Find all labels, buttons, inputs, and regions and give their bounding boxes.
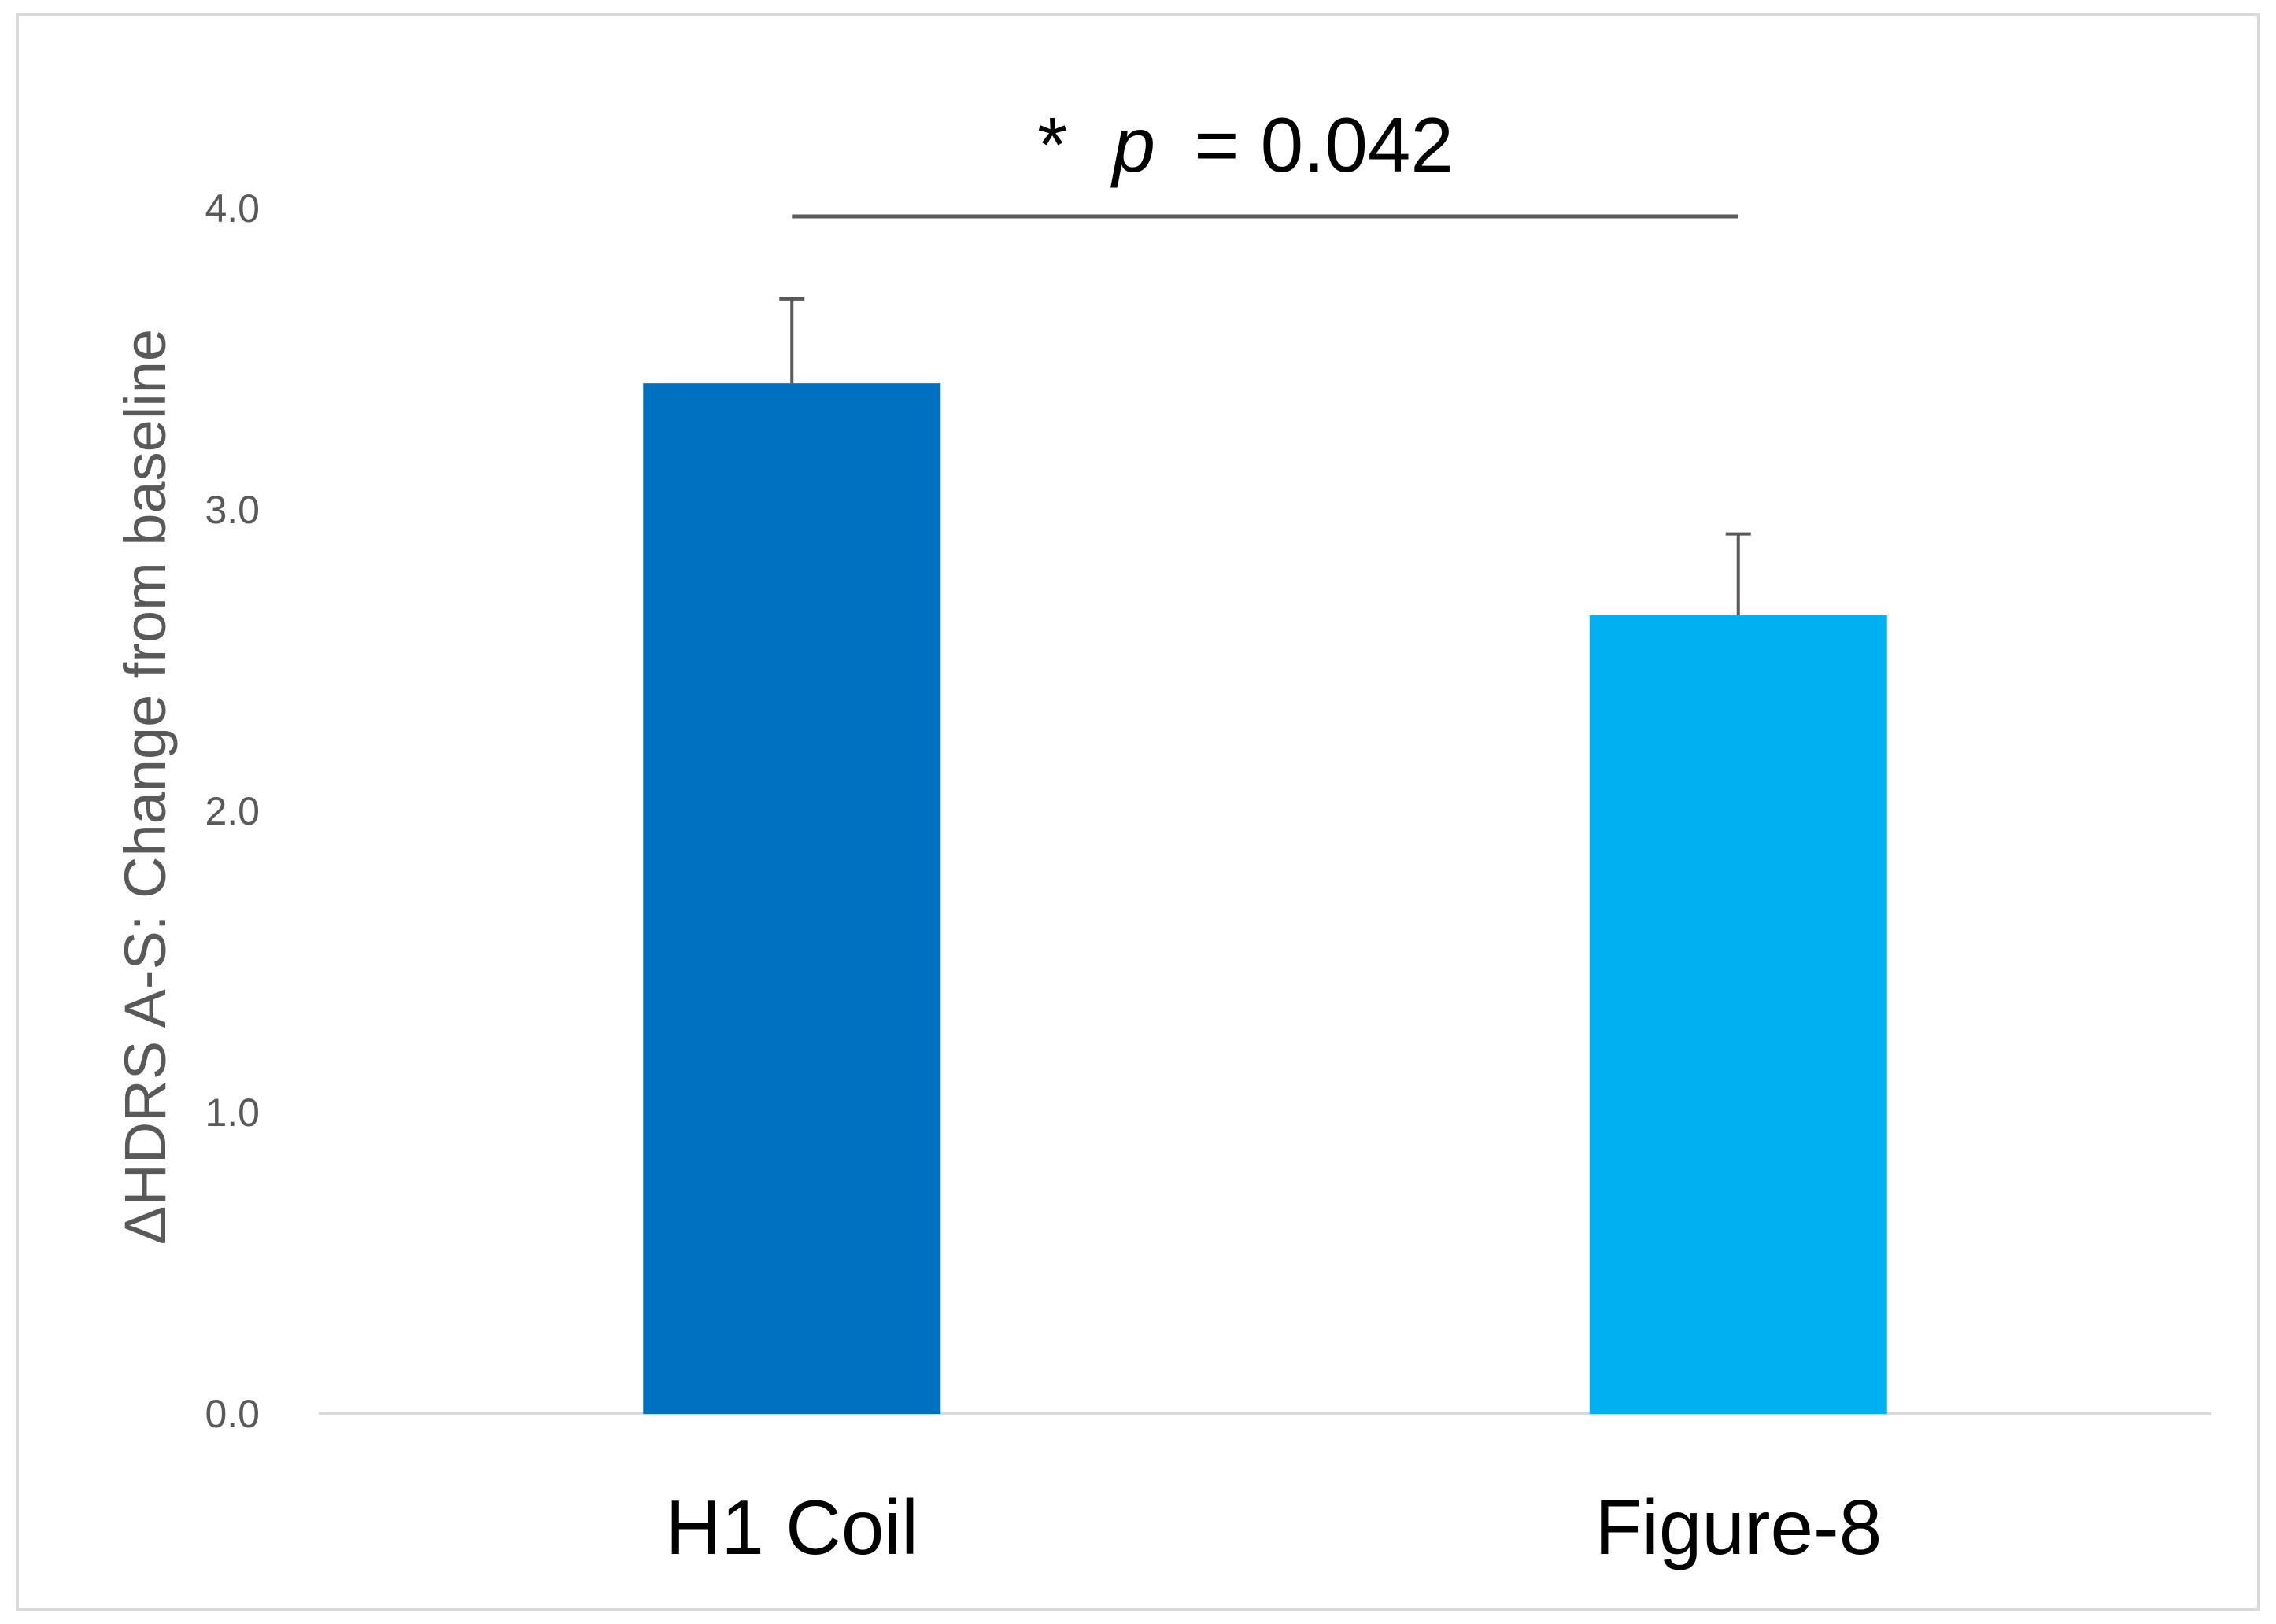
bar-series bbox=[643, 383, 1887, 1414]
category-labels: H1 Coil Figure-8 bbox=[666, 1484, 1883, 1570]
y-tick-label: 2.0 bbox=[205, 789, 260, 833]
y-tick-label: 3.0 bbox=[205, 488, 260, 532]
p-symbol: p bbox=[1110, 102, 1155, 188]
p-value: = 0.042 bbox=[1194, 102, 1454, 188]
category-label: H1 Coil bbox=[666, 1484, 918, 1570]
bar bbox=[643, 383, 941, 1414]
error-bars bbox=[779, 297, 1751, 616]
y-tick-label: 0.0 bbox=[205, 1392, 260, 1436]
y-tick-labels: 0.0 1.0 2.0 3.0 4.0 bbox=[205, 186, 260, 1436]
y-tick-label: 1.0 bbox=[205, 1091, 260, 1135]
chart-frame bbox=[16, 13, 2260, 1611]
y-tick-label: 4.0 bbox=[205, 186, 260, 231]
bar bbox=[1589, 615, 1887, 1414]
significance-star: * bbox=[1037, 102, 1067, 188]
y-axis-title: ΔHDRS A-S: Change from baseline bbox=[113, 329, 178, 1245]
category-label: Figure-8 bbox=[1594, 1484, 1882, 1570]
significance-label: * p = 0.042 bbox=[1037, 102, 1454, 188]
